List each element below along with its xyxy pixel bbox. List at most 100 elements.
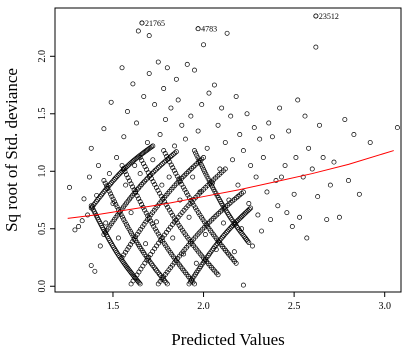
data-point bbox=[115, 172, 121, 178]
data-point bbox=[150, 157, 156, 163]
data-point bbox=[143, 177, 149, 182]
data-point bbox=[142, 178, 148, 184]
data-point bbox=[149, 144, 154, 150]
data-point bbox=[191, 202, 197, 208]
data-point bbox=[166, 174, 172, 180]
data-point bbox=[179, 122, 185, 128]
data-point bbox=[206, 90, 212, 96]
data-point bbox=[136, 269, 142, 275]
x-axis: 1.5 2.0 2.5 3.0 bbox=[107, 291, 391, 312]
data-point bbox=[184, 170, 190, 176]
data-point bbox=[211, 82, 217, 88]
data-point bbox=[196, 157, 202, 163]
data-point bbox=[108, 99, 114, 105]
data-point bbox=[141, 221, 147, 227]
data-point bbox=[157, 132, 163, 137]
data-point bbox=[273, 178, 279, 183]
x-tick-label: 1.5 bbox=[107, 301, 120, 312]
data-point bbox=[111, 177, 117, 182]
data-point bbox=[313, 44, 319, 50]
data-point bbox=[139, 202, 145, 207]
data-point bbox=[121, 252, 127, 258]
data-point bbox=[114, 174, 120, 180]
data-point bbox=[240, 212, 246, 218]
data-point bbox=[239, 214, 245, 220]
data-point bbox=[240, 148, 246, 154]
data-point bbox=[128, 242, 133, 247]
annotation-layer: 21765 4783 23512 bbox=[139, 12, 339, 34]
data-point bbox=[155, 165, 161, 170]
data-point bbox=[109, 194, 115, 199]
data-point bbox=[342, 117, 348, 122]
x-tick-label: 2.5 bbox=[288, 301, 301, 312]
data-point bbox=[136, 196, 142, 202]
data-point bbox=[127, 161, 133, 167]
data-point bbox=[195, 155, 201, 161]
data-point bbox=[236, 226, 242, 232]
data-point bbox=[125, 175, 131, 181]
data-point bbox=[123, 182, 129, 188]
data-point bbox=[184, 61, 190, 67]
y-tick-label: 1.5 bbox=[37, 108, 48, 121]
data-point bbox=[174, 173, 180, 179]
data-point bbox=[157, 163, 163, 169]
data-point bbox=[165, 156, 171, 162]
data-point bbox=[168, 105, 174, 111]
data-point bbox=[160, 196, 166, 202]
data-point bbox=[239, 226, 245, 232]
data-point bbox=[127, 178, 133, 184]
data-point bbox=[202, 169, 208, 175]
data-point bbox=[115, 235, 121, 241]
data-point bbox=[165, 204, 171, 210]
data-point bbox=[110, 201, 116, 206]
data-point bbox=[188, 113, 194, 119]
data-point bbox=[228, 113, 234, 119]
data-point bbox=[135, 28, 141, 34]
data-point bbox=[119, 65, 125, 71]
data-point bbox=[164, 65, 170, 71]
data-point bbox=[304, 235, 310, 241]
data-point bbox=[157, 190, 163, 196]
data-point bbox=[122, 169, 128, 175]
data-point bbox=[173, 170, 179, 176]
data-point bbox=[223, 230, 229, 236]
data-point bbox=[146, 215, 152, 221]
data-point bbox=[291, 191, 297, 197]
data-point bbox=[122, 249, 128, 255]
data-point bbox=[173, 149, 179, 155]
data-point bbox=[300, 174, 306, 180]
data-point bbox=[114, 204, 120, 210]
data-point bbox=[97, 243, 103, 249]
data-point bbox=[176, 222, 182, 228]
data-point bbox=[186, 214, 192, 220]
data-point bbox=[275, 203, 281, 209]
data-point bbox=[198, 162, 204, 168]
data-point bbox=[161, 148, 167, 154]
data-point bbox=[131, 187, 137, 193]
data-point bbox=[164, 153, 170, 159]
data-point bbox=[257, 136, 263, 142]
data-point bbox=[190, 164, 196, 170]
data-point bbox=[92, 268, 98, 274]
data-point bbox=[138, 226, 144, 232]
data-point bbox=[160, 160, 166, 166]
data-point bbox=[81, 196, 87, 202]
data-point bbox=[76, 224, 82, 229]
data-point bbox=[192, 67, 197, 73]
data-point bbox=[173, 217, 179, 223]
data-point bbox=[284, 210, 290, 216]
data-point bbox=[133, 234, 139, 240]
annotated-point bbox=[313, 13, 319, 19]
data-point bbox=[137, 199, 143, 205]
data-point bbox=[158, 162, 164, 168]
data-point bbox=[241, 211, 247, 217]
data-point bbox=[101, 189, 107, 195]
data-point bbox=[148, 218, 154, 224]
data-point bbox=[226, 197, 232, 203]
data-point bbox=[86, 174, 92, 180]
data-point bbox=[137, 171, 143, 177]
data-point bbox=[154, 228, 160, 234]
data-point bbox=[106, 171, 112, 177]
data-point bbox=[117, 209, 123, 215]
